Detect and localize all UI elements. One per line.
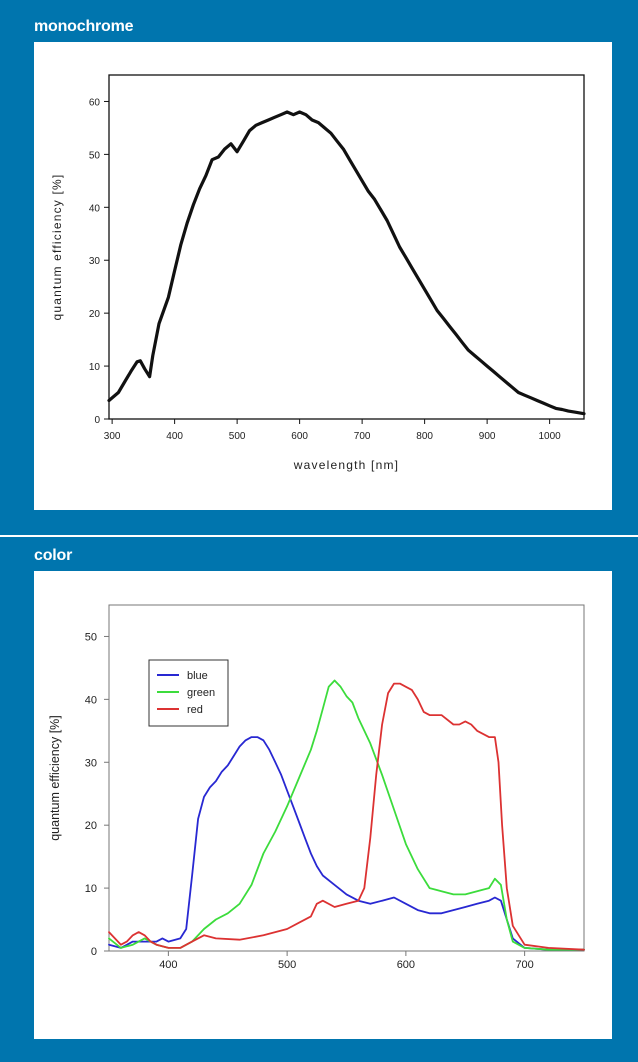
x-tick-label: 800	[416, 431, 433, 442]
y-tick-label: 40	[85, 694, 97, 706]
monochrome-section: monochrome 300 400 500 600 700 800 900 1000 0 10 2…	[34, 18, 612, 510]
y-tick-label: 60	[89, 97, 101, 108]
x-tick-label: 400	[166, 431, 183, 442]
y-tick-label: 20	[89, 309, 101, 320]
x-tick-label: 600	[291, 431, 308, 442]
y-tick-label: 0	[91, 946, 97, 958]
y-tick-label: 50	[89, 150, 101, 161]
section-divider	[0, 535, 638, 537]
y-tick-label: 10	[85, 883, 97, 895]
y-axis-label: quantum efficiency [%]	[50, 174, 64, 321]
x-tick-label: 300	[104, 431, 121, 442]
x-tick-label: 900	[479, 431, 496, 442]
legend-label-red: red	[187, 704, 203, 716]
y-tick-label: 0	[94, 415, 100, 426]
y-tick-label: 10	[89, 362, 101, 373]
section-title: color	[34, 547, 73, 564]
chart-panel: 300 400 500 600 700 800 900 1000 0 10 20 30 40 50 60 wa…	[34, 42, 612, 510]
plot-frame	[108, 74, 585, 420]
x-tick-label: 600	[397, 959, 415, 971]
chart-panel: 400 500 600 700 0 10 20 30 40 50 quantum efficienc…	[34, 571, 612, 1039]
y-tick-label: 40	[89, 203, 101, 214]
y-tick-label: 30	[89, 256, 101, 267]
x-axis-label: wavelength [nm]	[293, 458, 399, 472]
legend-label-blue: blue	[187, 670, 208, 682]
y-tick-label: 30	[85, 757, 97, 769]
color-section: color 400 500 600 700 0 10 20 30 40 50 quantum eff…	[0, 537, 638, 1062]
monochrome-chart: 300 400 500 600 700 800 900 1000 0 10 20 30 40 50 60 wa…	[50, 74, 586, 472]
section-title: monochrome	[34, 18, 134, 35]
series-line-blue	[108, 736, 585, 951]
plot-frame	[108, 604, 585, 952]
series-line-green	[108, 679, 585, 951]
x-tick-label: 700	[354, 431, 371, 442]
color-chart: 400 500 600 700 0 10 20 30 40 50 quantum efficienc…	[48, 604, 585, 971]
x-tick-label: 400	[159, 959, 177, 971]
y-tick-label: 50	[85, 631, 97, 643]
series-line-red	[108, 682, 585, 951]
legend-label-green: green	[187, 687, 215, 699]
y-tick-label: 20	[85, 820, 97, 832]
x-tick-label: 500	[278, 959, 296, 971]
series-line	[107, 110, 586, 416]
y-axis-label: quantum efficiency [%]	[48, 715, 62, 841]
x-tick-label: 500	[229, 431, 246, 442]
x-tick-label: 700	[515, 959, 533, 971]
x-tick-label: 1000	[539, 431, 562, 442]
